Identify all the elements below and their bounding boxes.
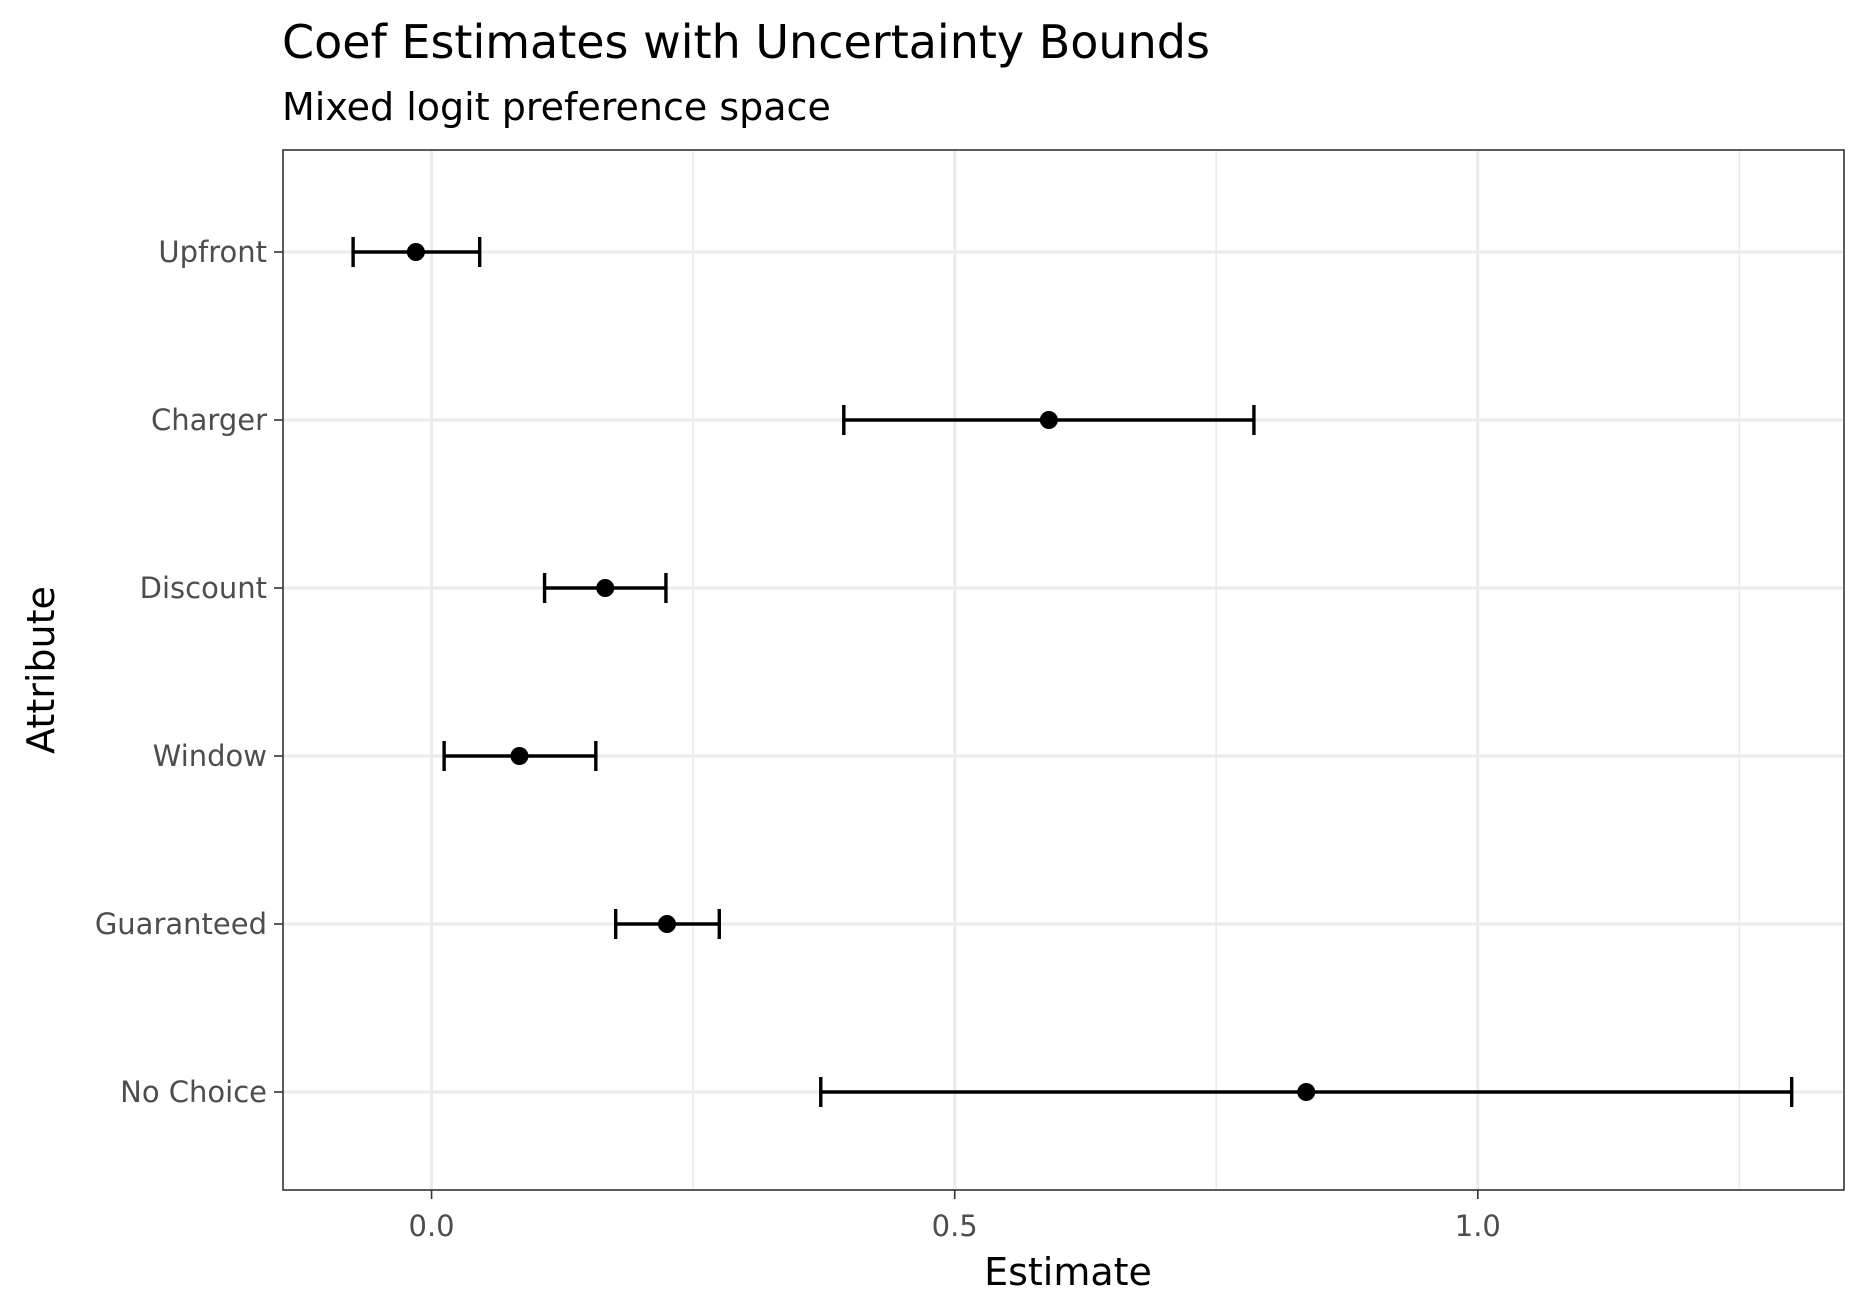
y-tick-label: Guaranteed [95, 907, 267, 941]
panel-background [283, 150, 1844, 1190]
estimate-point [657, 915, 676, 933]
errorbar-group [542, 573, 668, 603]
y-axis-title: Attribute [19, 586, 63, 754]
estimate-point [596, 579, 615, 597]
errorbar-group [819, 1077, 1794, 1107]
errorbar-group [614, 909, 721, 939]
errorbar-group [842, 405, 1256, 435]
chart-subtitle: Mixed logit preference space [282, 85, 831, 129]
x-tick-label: 0.0 [409, 1209, 455, 1243]
x-tick-label: 1.0 [1455, 1209, 1501, 1243]
y-tick-label: Discount [140, 571, 267, 605]
panel-border [282, 149, 1845, 1191]
estimate-point [406, 243, 425, 261]
plot-panel [282, 149, 1845, 1191]
y-axis: Upfront Charger Discount Window Guaranteed No… [95, 235, 283, 1109]
estimate-point [510, 747, 529, 765]
errorbar-group [351, 237, 482, 267]
y-tick-label: No Choice [120, 1075, 267, 1109]
x-axis: 0.0 0.5 1.0 [409, 1190, 1501, 1243]
estimate-point [1039, 411, 1058, 429]
x-tick-label: 0.5 [932, 1209, 978, 1243]
y-tick-label: Upfront [158, 235, 267, 269]
errorbar-group [442, 741, 598, 771]
chart-title: Coef Estimates with Uncertainty Bounds [282, 15, 1210, 69]
grid-minor [692, 150, 1741, 1190]
chart-marks [351, 237, 1794, 1107]
y-tick-label: Window [153, 739, 267, 773]
grid-major [283, 150, 1844, 1190]
x-axis-title: Estimate [984, 1250, 1152, 1294]
y-tick-label: Charger [151, 403, 267, 437]
estimate-point [1297, 1083, 1316, 1101]
